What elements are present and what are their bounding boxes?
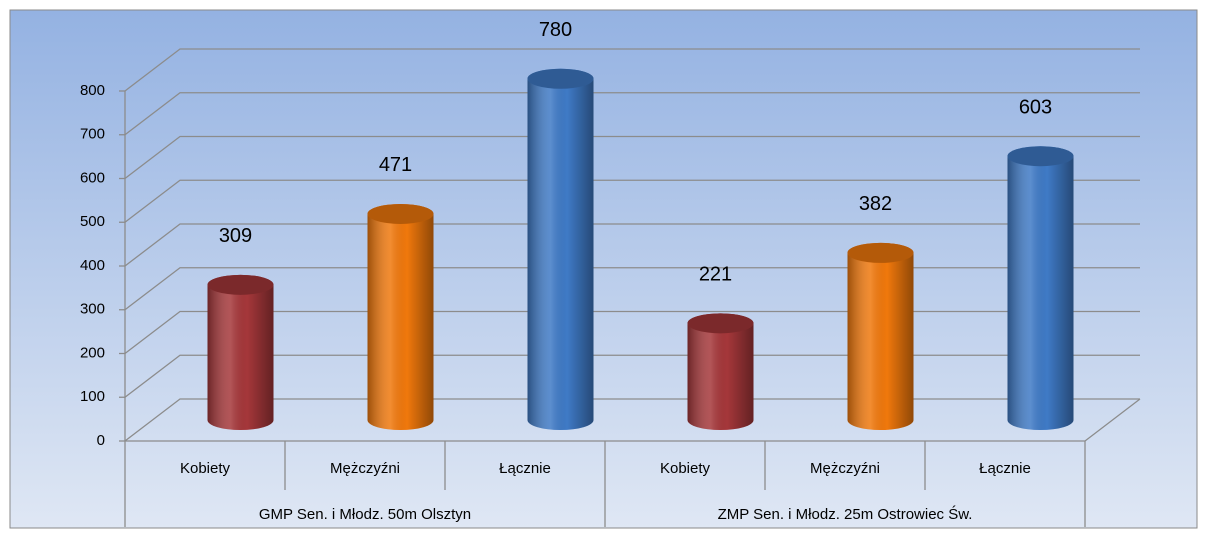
x-tick-label: Łącznie: [499, 460, 551, 477]
x-tick-label: Kobiety: [660, 460, 711, 477]
cylinder: [527, 68, 594, 430]
cylinder: [847, 242, 914, 430]
y-tick-label: 400: [80, 257, 105, 274]
grid-line: [124, 267, 1140, 311]
y-tick-label: 200: [80, 344, 105, 361]
bar-top: [687, 313, 754, 334]
bar-shade: [207, 274, 274, 430]
cylinder: [1007, 146, 1074, 430]
y-tick-label: 800: [80, 82, 105, 99]
bar-top: [1007, 146, 1074, 167]
bar-top: [367, 203, 434, 224]
bar-top: [527, 68, 594, 89]
cylinder: [687, 313, 754, 430]
x-tick-label: Łącznie: [979, 460, 1031, 477]
y-tick-label: 100: [80, 388, 105, 405]
bar-top-shade: [207, 274, 274, 295]
x-tick-label: Mężczyźni: [810, 460, 880, 477]
data-label: 471: [379, 154, 412, 176]
cylinder: [367, 203, 434, 430]
data-label: 309: [219, 225, 252, 247]
grid-line: [124, 310, 1140, 355]
cylinder: [207, 274, 274, 430]
y-tick-label: 300: [80, 301, 105, 318]
bar-top: [207, 274, 274, 295]
data-label: 603: [1019, 96, 1052, 118]
bar-top-shade: [847, 242, 914, 263]
bar-top-shade: [367, 203, 434, 224]
y-tick-label: 700: [80, 126, 105, 143]
x-tick-label: Mężczyźni: [330, 460, 400, 477]
bar-shade: [847, 242, 914, 430]
data-label: 780: [539, 19, 572, 41]
bar-shade: [367, 203, 434, 430]
grid-line: [124, 135, 1140, 180]
bar-shade: [1007, 146, 1074, 430]
y-tick-label: 600: [80, 169, 105, 186]
grid-line: [124, 92, 1140, 136]
bar-shade: [527, 68, 594, 430]
grid-line: [124, 179, 1140, 223]
y-tick-label: 0: [97, 432, 105, 449]
bar-top-shade: [527, 68, 594, 89]
chart-area: [9, 9, 1198, 529]
bar-top-shade: [1007, 146, 1074, 167]
data-label: 221: [699, 264, 732, 286]
grid-line: [124, 398, 1140, 442]
x-tick-label: Kobiety: [180, 460, 231, 477]
grid-line: [124, 48, 1140, 92]
grid-line: [124, 223, 1140, 267]
bar-shade: [687, 313, 754, 430]
bar-top-shade: [687, 313, 754, 334]
group-label: GMP Sen. i Młodz. 50m Olsztyn: [259, 506, 471, 523]
bar-top: [847, 242, 914, 263]
y-tick-label: 500: [80, 213, 105, 230]
data-label: 382: [859, 193, 892, 215]
grid-line: [124, 354, 1140, 398]
group-label: ZMP Sen. i Młodz. 25m Ostrowiec Św.: [718, 505, 973, 523]
